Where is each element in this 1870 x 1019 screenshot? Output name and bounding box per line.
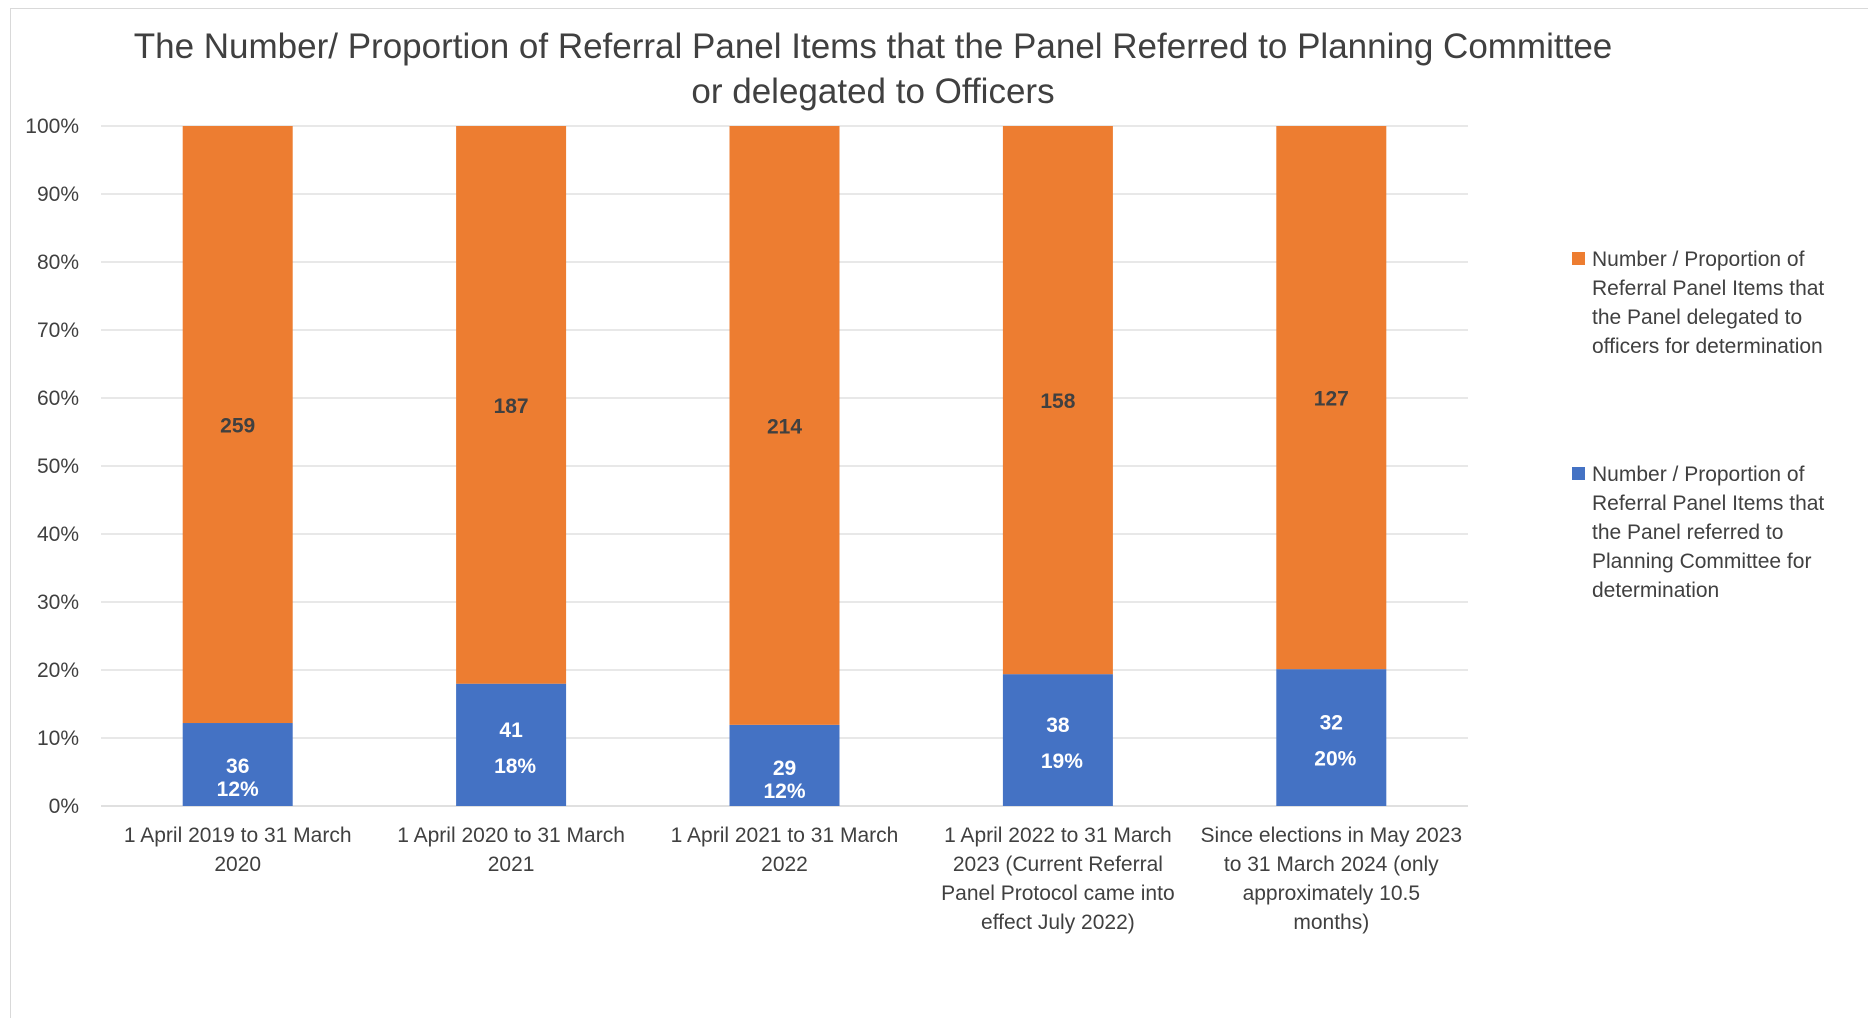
bar-segment-referred <box>1002 674 1113 806</box>
x-category-label: 2023 (Current Referral <box>953 853 1163 876</box>
stacked-bar-chart: The Number/ Proportion of Referral Panel… <box>25 27 1824 934</box>
x-category-label: 2021 <box>488 853 535 876</box>
x-category-label: to 31 March 2024 (only <box>1224 853 1439 876</box>
legend-label: Number / Proportion of <box>1592 463 1805 486</box>
legend-label: the Panel delegated to <box>1592 306 1802 329</box>
y-tick-label: 40% <box>37 523 79 546</box>
bar-segment-delegated <box>456 126 567 684</box>
y-tick-label: 10% <box>37 727 79 750</box>
data-label-delegated: 259 <box>220 415 255 438</box>
data-label-referred-percent: 18% <box>494 755 536 778</box>
x-category-label: 1 April 2022 to 31 March <box>944 824 1172 847</box>
y-tick-label: 100% <box>25 115 79 138</box>
x-axis: 1 April 2019 to 31 March 2020 1 April 2020… <box>124 824 1462 934</box>
x-category-label: approximately 10.5 <box>1243 882 1420 905</box>
legend-label: determination <box>1592 579 1719 602</box>
bar-segment-delegated <box>182 126 293 724</box>
bar-segment-delegated <box>1276 126 1387 670</box>
data-label-referred-percent: 12% <box>763 780 805 803</box>
legend-label: Number / Proportion of <box>1592 248 1805 271</box>
bar-segment-referred <box>456 683 567 806</box>
y-tick-label: 20% <box>37 659 79 682</box>
chart-title-line: The Number/ Proportion of Referral Panel… <box>134 27 1613 66</box>
chart-area: The Number/ Proportion of Referral Panel… <box>10 8 1868 1018</box>
x-category-label: 1 April 2021 to 31 March <box>671 824 899 847</box>
y-axis: 0% 10% 20% 30% 40% 50% 60% 70% 80% 90% 100% <box>25 115 79 818</box>
y-tick-label: 30% <box>37 591 79 614</box>
data-label-referred-count: 38 <box>1046 714 1070 737</box>
chart-title: The Number/ Proportion of Referral Panel… <box>134 27 1613 111</box>
legend-swatch <box>1572 252 1585 265</box>
data-label-referred-percent: 12% <box>217 778 259 801</box>
y-tick-label: 80% <box>37 251 79 274</box>
bars <box>182 126 1387 806</box>
x-category-label: Panel Protocol came into <box>941 882 1174 905</box>
data-label-delegated: 127 <box>1314 388 1349 411</box>
legend-label: Referral Panel Items that <box>1592 492 1824 515</box>
legend-label: the Panel referred to <box>1592 521 1783 544</box>
y-tick-label: 0% <box>49 795 79 818</box>
y-tick-label: 50% <box>37 455 79 478</box>
legend-label: officers for determination <box>1592 335 1823 358</box>
x-category-label: 2022 <box>761 853 808 876</box>
data-label-referred-percent: 19% <box>1041 750 1083 773</box>
bar-segment-delegated <box>729 126 840 725</box>
x-category-label: 1 April 2019 to 31 March <box>124 824 352 847</box>
x-category-label: 1 April 2020 to 31 March <box>397 824 625 847</box>
y-tick-label: 70% <box>37 319 79 342</box>
data-label-delegated: 187 <box>494 395 529 418</box>
y-tick-label: 90% <box>37 183 79 206</box>
data-label-delegated: 158 <box>1040 390 1075 413</box>
data-label-referred-percent: 20% <box>1314 748 1356 771</box>
legend-label: Planning Committee for <box>1592 550 1811 573</box>
bar-segment-delegated <box>1002 126 1113 675</box>
bar-segment-referred <box>1276 669 1387 806</box>
legend-swatch <box>1572 467 1585 480</box>
chart-title-line: or delegated to Officers <box>691 72 1054 111</box>
data-label-referred-count: 36 <box>226 755 249 778</box>
bar-segment-referred <box>182 723 293 806</box>
x-category-label: months) <box>1293 911 1369 934</box>
y-tick-label: 60% <box>37 387 79 410</box>
legend: Number / Proportion of Referral Panel Ite… <box>1572 248 1824 602</box>
x-category-label: 2020 <box>214 853 261 876</box>
data-label-delegated: 214 <box>767 415 802 438</box>
legend-label: Referral Panel Items that <box>1592 277 1824 300</box>
bar-segment-referred <box>729 724 840 806</box>
data-label-referred-count: 29 <box>773 757 796 780</box>
data-label-referred-count: 32 <box>1320 712 1343 735</box>
data-label-referred-count: 41 <box>499 719 523 742</box>
x-category-label: Since elections in May 2023 <box>1201 824 1463 847</box>
x-category-label: effect July 2022) <box>981 911 1135 934</box>
